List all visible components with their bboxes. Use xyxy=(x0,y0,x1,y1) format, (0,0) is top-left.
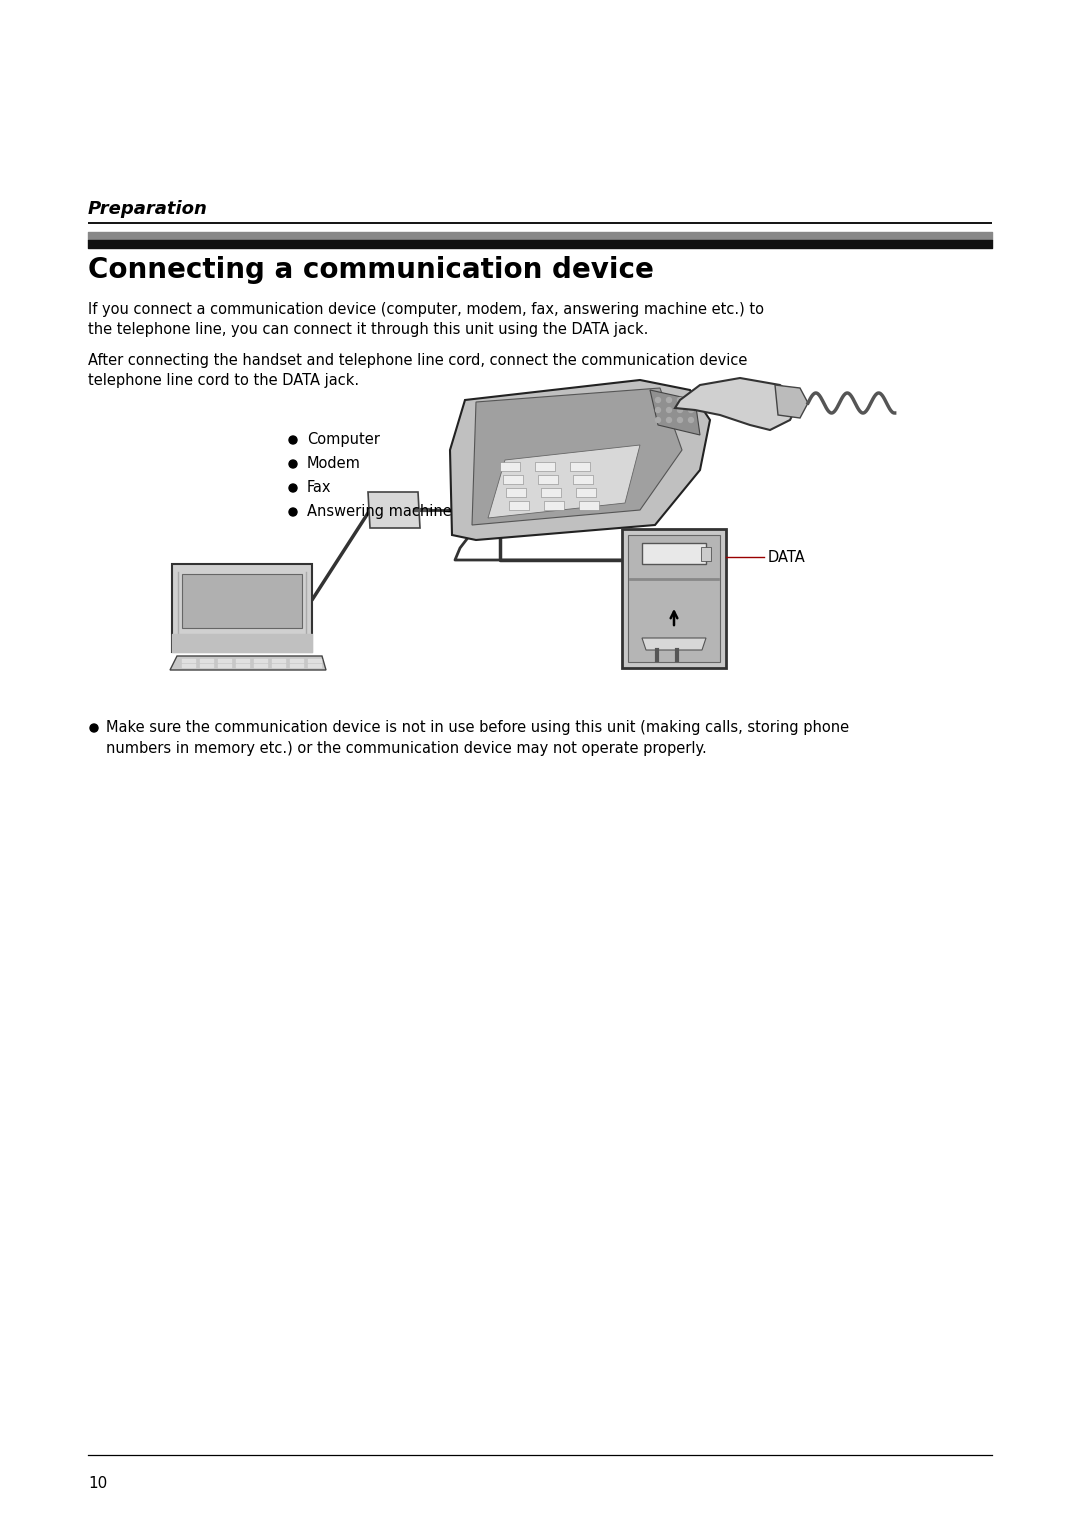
Circle shape xyxy=(666,417,672,423)
Text: telephone line cord to the DATA jack.: telephone line cord to the DATA jack. xyxy=(87,373,360,388)
Circle shape xyxy=(90,724,98,731)
Circle shape xyxy=(677,408,683,412)
Polygon shape xyxy=(535,463,555,470)
Circle shape xyxy=(666,397,672,403)
Polygon shape xyxy=(579,501,599,510)
Circle shape xyxy=(689,408,693,412)
Circle shape xyxy=(656,408,661,412)
Polygon shape xyxy=(172,563,312,652)
Circle shape xyxy=(689,397,693,403)
Polygon shape xyxy=(503,475,523,484)
Circle shape xyxy=(289,508,297,516)
Polygon shape xyxy=(500,463,519,470)
Text: Make sure the communication device is not in use before using this unit (making : Make sure the communication device is no… xyxy=(106,721,849,734)
Polygon shape xyxy=(472,388,681,525)
Polygon shape xyxy=(627,534,720,663)
Polygon shape xyxy=(488,444,640,518)
Circle shape xyxy=(289,460,297,467)
Polygon shape xyxy=(573,475,593,484)
Polygon shape xyxy=(368,492,420,528)
Polygon shape xyxy=(450,380,710,541)
Polygon shape xyxy=(775,385,808,418)
Polygon shape xyxy=(675,379,800,431)
Text: Modem: Modem xyxy=(307,457,361,470)
Text: Connecting a communication device: Connecting a communication device xyxy=(87,257,653,284)
Text: 10: 10 xyxy=(87,1477,107,1490)
Circle shape xyxy=(656,397,661,403)
Polygon shape xyxy=(576,489,596,496)
Circle shape xyxy=(677,417,683,423)
Polygon shape xyxy=(541,489,561,496)
Circle shape xyxy=(689,417,693,423)
Circle shape xyxy=(289,484,297,492)
Polygon shape xyxy=(642,544,706,563)
Polygon shape xyxy=(509,501,529,510)
Text: numbers in memory etc.) or the communication device may not operate properly.: numbers in memory etc.) or the communica… xyxy=(106,741,706,756)
Polygon shape xyxy=(642,638,706,651)
Text: Answering machine: Answering machine xyxy=(307,504,451,519)
Polygon shape xyxy=(622,528,726,667)
Circle shape xyxy=(656,417,661,423)
Text: Preparation: Preparation xyxy=(87,200,207,218)
Polygon shape xyxy=(544,501,564,510)
Polygon shape xyxy=(538,475,558,484)
Polygon shape xyxy=(170,657,326,670)
Text: DATA: DATA xyxy=(768,550,806,565)
Text: Computer: Computer xyxy=(307,432,380,447)
Polygon shape xyxy=(650,389,700,435)
Circle shape xyxy=(677,397,683,403)
Text: After connecting the handset and telephone line cord, connect the communication : After connecting the handset and telepho… xyxy=(87,353,747,368)
Polygon shape xyxy=(570,463,590,470)
Text: the telephone line, you can connect it through this unit using the DATA jack.: the telephone line, you can connect it t… xyxy=(87,322,648,337)
Text: If you connect a communication device (computer, modem, fax, answering machine e: If you connect a communication device (c… xyxy=(87,302,764,318)
Polygon shape xyxy=(701,547,711,560)
Circle shape xyxy=(289,437,297,444)
Polygon shape xyxy=(507,489,526,496)
Circle shape xyxy=(666,408,672,412)
Polygon shape xyxy=(183,574,302,628)
Text: Fax: Fax xyxy=(307,479,332,495)
